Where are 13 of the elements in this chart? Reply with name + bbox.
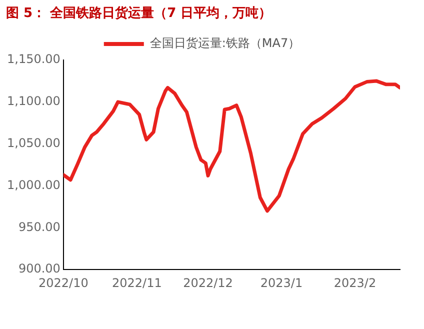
chart-title: 图 5： 全国铁路日货运量（7 日平均，万吨） <box>6 5 272 22</box>
y-tick-label: 1,000.00 <box>7 178 60 192</box>
y-tick-label: 950.00 <box>18 220 60 234</box>
legend-label: 全国日货运量:铁路（MA7） <box>150 36 300 50</box>
y-tick-label: 1,150.00 <box>7 52 60 66</box>
x-tick-label: 2022/10 <box>38 276 88 290</box>
y-tick-label: 900.00 <box>18 262 60 276</box>
y-tick-label: 1,100.00 <box>7 94 60 108</box>
x-tick-label: 2023/2 <box>334 276 376 290</box>
x-tick-label: 2022/11 <box>112 276 162 290</box>
y-tick-label: 1,050.00 <box>7 136 60 150</box>
x-tick-label: 2023/1 <box>260 276 303 290</box>
x-tick-label: 2022/12 <box>183 276 233 290</box>
